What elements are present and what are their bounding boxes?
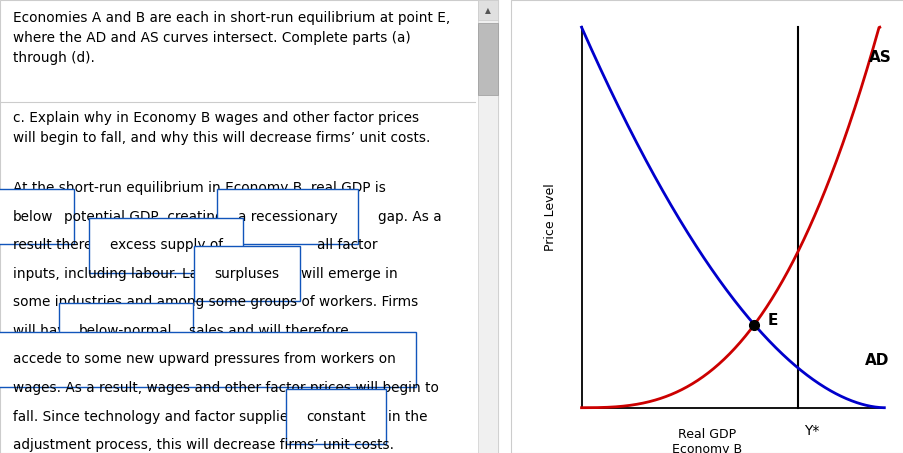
Text: inputs, including labour. Labour: inputs, including labour. Labour (13, 267, 228, 281)
Text: will have: will have (13, 324, 73, 338)
Text: c. Explain why in Economy B wages and other factor prices
will begin to fall, an: c. Explain why in Economy B wages and ot… (13, 111, 430, 145)
Text: in the: in the (387, 410, 427, 424)
Text: some industries and among some groups of workers. Firms: some industries and among some groups of… (13, 295, 417, 309)
Text: Economies A and B are each in short-run equilibrium at point E,
where the AD and: Economies A and B are each in short-run … (13, 11, 450, 65)
Text: AD: AD (864, 353, 888, 368)
Text: result there is: result there is (13, 238, 107, 252)
Text: surpluses: surpluses (214, 267, 279, 281)
Text: wages. As a result, wages and other factor prices will begin to: wages. As a result, wages and other fact… (13, 381, 438, 395)
Text: a recessionary: a recessionary (237, 210, 337, 224)
Text: At the short-run equilibrium in Economy B, real GDP is: At the short-run equilibrium in Economy … (13, 181, 386, 195)
Text: Price Level: Price Level (543, 183, 556, 251)
Text: gap. As a: gap. As a (377, 210, 441, 224)
Text: constant: constant (306, 410, 366, 424)
Text: will emerge in: will emerge in (301, 267, 397, 281)
Bar (477, 23, 498, 95)
Text: adjustment process, this will decrease firms’ unit costs.: adjustment process, this will decrease f… (13, 438, 394, 452)
Text: AS: AS (868, 50, 890, 65)
Text: excess supply of: excess supply of (109, 238, 222, 252)
Text: potential GDP, creating: potential GDP, creating (64, 210, 223, 224)
Text: fall. Since technology and factor supplies are: fall. Since technology and factor suppli… (13, 410, 321, 424)
Text: Real GDP: Real GDP (677, 428, 736, 441)
Text: ▲: ▲ (484, 6, 490, 14)
Text: below: below (13, 210, 53, 224)
Text: below-normal: below-normal (79, 324, 172, 338)
Text: E: E (768, 313, 777, 328)
Text: Y*: Y* (803, 424, 818, 438)
Text: all factor: all factor (316, 238, 377, 252)
Text: Economy B: Economy B (672, 443, 741, 453)
Text: sales and will therefore: sales and will therefore (189, 324, 349, 338)
Text: accede to some new upward pressures from workers on: accede to some new upward pressures from… (13, 352, 396, 366)
Bar (477, 0, 498, 453)
Bar (477, 0, 498, 20)
